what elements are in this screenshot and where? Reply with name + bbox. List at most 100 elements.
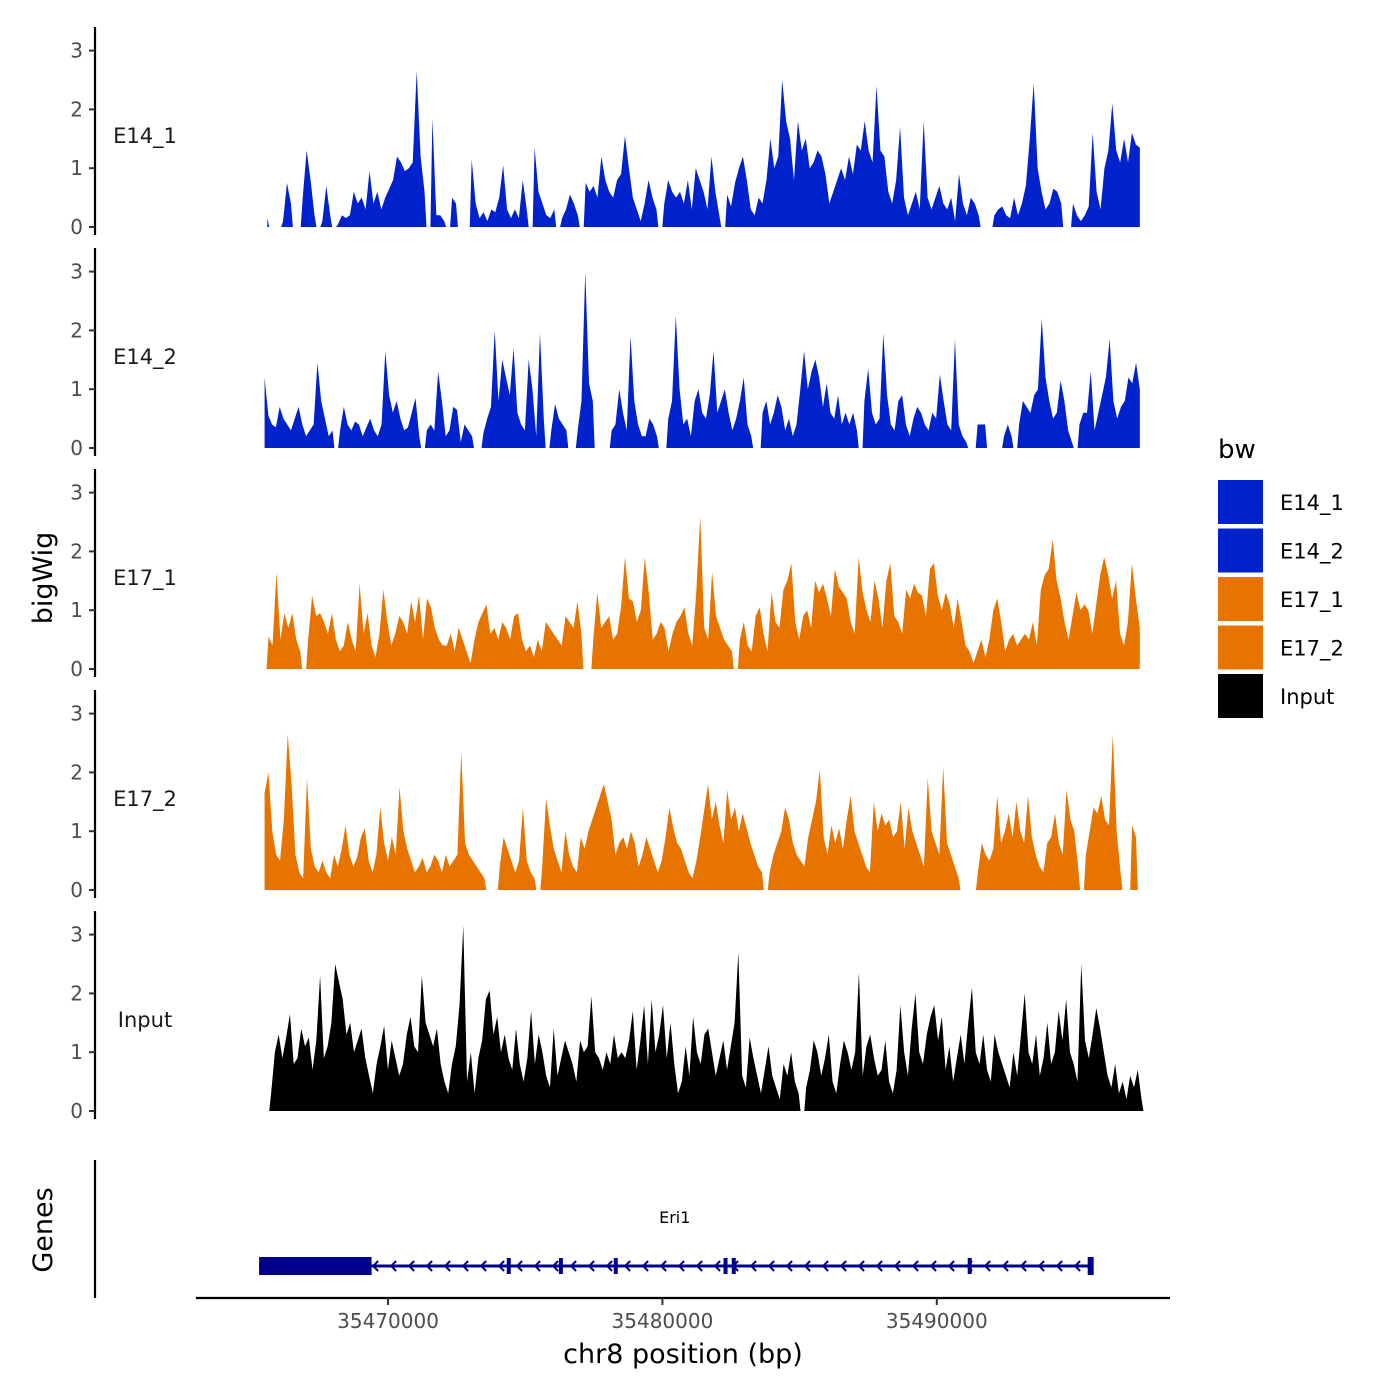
y-tick-label: 2 bbox=[70, 760, 83, 784]
y-tick-label: 2 bbox=[70, 97, 83, 121]
y-tick-label: 0 bbox=[70, 1099, 83, 1123]
legend-title: bw bbox=[1218, 435, 1256, 465]
genes-axis-title: Genes bbox=[28, 1187, 59, 1272]
legend-item-e14-2: E14_2 bbox=[1218, 528, 1344, 573]
gene-exon bbox=[506, 1258, 511, 1274]
legend-swatch bbox=[1218, 674, 1263, 718]
coverage-area-e17-2 bbox=[264, 734, 1138, 890]
strand-chevron bbox=[1037, 1260, 1045, 1272]
y-tick-label: 3 bbox=[70, 481, 83, 505]
legend: bw E14_1 E14_2 E17_1 E17_2 Input bbox=[1218, 435, 1344, 718]
legend-item-e17-1: E17_1 bbox=[1218, 577, 1344, 621]
gene-exon bbox=[558, 1258, 563, 1274]
strand-chevron bbox=[1001, 1260, 1009, 1272]
bigwig-tracks: 0 1 2 3 E14_1 0 1 2 3 E14_2 0 1 2 3 E17_1 0 1 2 3 E17_2 0 1 2 3… bbox=[70, 27, 1144, 1123]
strand-chevron bbox=[749, 1260, 757, 1272]
strand-chevron bbox=[623, 1260, 631, 1272]
track-e17-1: 0 1 2 3 E17_1 bbox=[70, 469, 1140, 681]
strand-chevron bbox=[407, 1260, 415, 1272]
y-tick-label: 3 bbox=[70, 39, 83, 63]
y-axis-title: bigWig bbox=[28, 532, 59, 625]
track-e14-2: 0 1 2 3 E14_2 bbox=[70, 248, 1140, 460]
strand-chevron bbox=[767, 1260, 775, 1272]
y-tick-label: 0 bbox=[70, 215, 83, 239]
gene-label: Eri1 bbox=[659, 1208, 690, 1227]
strand-chevron bbox=[587, 1260, 595, 1272]
gene-exon bbox=[967, 1258, 972, 1274]
x-tick-label: 35490000 bbox=[886, 1309, 988, 1333]
legend-label: Input bbox=[1280, 685, 1334, 709]
legend-swatch bbox=[1218, 577, 1263, 621]
gene-exon-block bbox=[1087, 1257, 1094, 1275]
x-axis: 35470000 35480000 35490000 bbox=[196, 1296, 1170, 1333]
y-tick-label: 1 bbox=[70, 819, 83, 843]
legend-swatch bbox=[1218, 528, 1263, 573]
coverage-area-input bbox=[269, 925, 1144, 1111]
strand-chevron bbox=[1055, 1260, 1063, 1272]
y-tick-label: 0 bbox=[70, 436, 83, 460]
strand-chevron bbox=[1073, 1260, 1081, 1272]
strand-chevron bbox=[515, 1260, 523, 1272]
strand-chevron bbox=[389, 1260, 397, 1272]
strand-chevron bbox=[911, 1260, 919, 1272]
strand-chevron bbox=[695, 1260, 703, 1272]
x-tick-label: 35470000 bbox=[337, 1309, 439, 1333]
track-input: 0 1 2 3 Input bbox=[70, 911, 1144, 1123]
strand-chevron bbox=[371, 1260, 379, 1272]
strand-chevron bbox=[497, 1260, 505, 1272]
track-label: E17_1 bbox=[113, 566, 177, 591]
strand-chevron bbox=[839, 1260, 847, 1272]
strand-chevron bbox=[1019, 1260, 1027, 1272]
y-tick-label: 0 bbox=[70, 657, 83, 681]
coverage-area-e14-2 bbox=[264, 271, 1140, 448]
strand-chevron bbox=[605, 1260, 613, 1272]
gene-exon bbox=[613, 1258, 618, 1274]
x-axis-title: chr8 position (bp) bbox=[563, 1339, 803, 1370]
legend-label: E14_2 bbox=[1280, 540, 1344, 565]
y-tick-label: 3 bbox=[70, 702, 83, 726]
gene-exon bbox=[723, 1258, 728, 1274]
strand-chevron bbox=[551, 1260, 559, 1272]
y-tick-label: 3 bbox=[70, 260, 83, 284]
strand-chevron bbox=[947, 1260, 955, 1272]
strand-chevron bbox=[821, 1260, 829, 1272]
gene-eri1: Eri1 bbox=[259, 1208, 1094, 1275]
y-tick-label: 1 bbox=[70, 156, 83, 180]
strand-chevron bbox=[893, 1260, 901, 1272]
y-tick-label: 2 bbox=[70, 981, 83, 1005]
strand-chevron bbox=[479, 1260, 487, 1272]
strand-chevron bbox=[857, 1260, 865, 1272]
track-label: Input bbox=[118, 1008, 172, 1032]
gene-track: Eri1 bbox=[93, 1160, 1094, 1298]
legend-label: E17_1 bbox=[1280, 588, 1344, 613]
y-tick-label: 3 bbox=[70, 923, 83, 947]
track-label: E14_1 bbox=[113, 124, 177, 149]
strand-chevron bbox=[533, 1260, 541, 1272]
strand-chevron bbox=[929, 1260, 937, 1272]
y-tick-label: 1 bbox=[70, 377, 83, 401]
strand-chevron bbox=[569, 1260, 577, 1272]
track-e17-2: 0 1 2 3 E17_2 bbox=[70, 690, 1138, 902]
strand-chevron bbox=[875, 1260, 883, 1272]
strand-chevron bbox=[461, 1260, 469, 1272]
y-tick-label: 2 bbox=[70, 318, 83, 342]
legend-label: E14_1 bbox=[1280, 491, 1344, 516]
strand-chevron bbox=[785, 1260, 793, 1272]
strand-chevron bbox=[443, 1260, 451, 1272]
y-tick-label: 1 bbox=[70, 598, 83, 622]
legend-item-e17-2: E17_2 bbox=[1218, 625, 1344, 670]
legend-item-e14-1: E14_1 bbox=[1218, 480, 1344, 524]
strand-chevron bbox=[983, 1260, 991, 1272]
legend-swatch bbox=[1218, 480, 1263, 524]
gene-exon bbox=[731, 1258, 736, 1274]
track-label: E14_2 bbox=[113, 345, 177, 370]
legend-label: E17_2 bbox=[1280, 637, 1344, 662]
strand-chevron bbox=[641, 1260, 649, 1272]
strand-chevron bbox=[713, 1260, 721, 1272]
y-tick-label: 1 bbox=[70, 1040, 83, 1064]
legend-swatch bbox=[1218, 625, 1263, 670]
legend-item-input: Input bbox=[1218, 674, 1334, 718]
x-tick-label: 35480000 bbox=[612, 1309, 714, 1333]
coverage-area-e17-1 bbox=[266, 516, 1140, 669]
